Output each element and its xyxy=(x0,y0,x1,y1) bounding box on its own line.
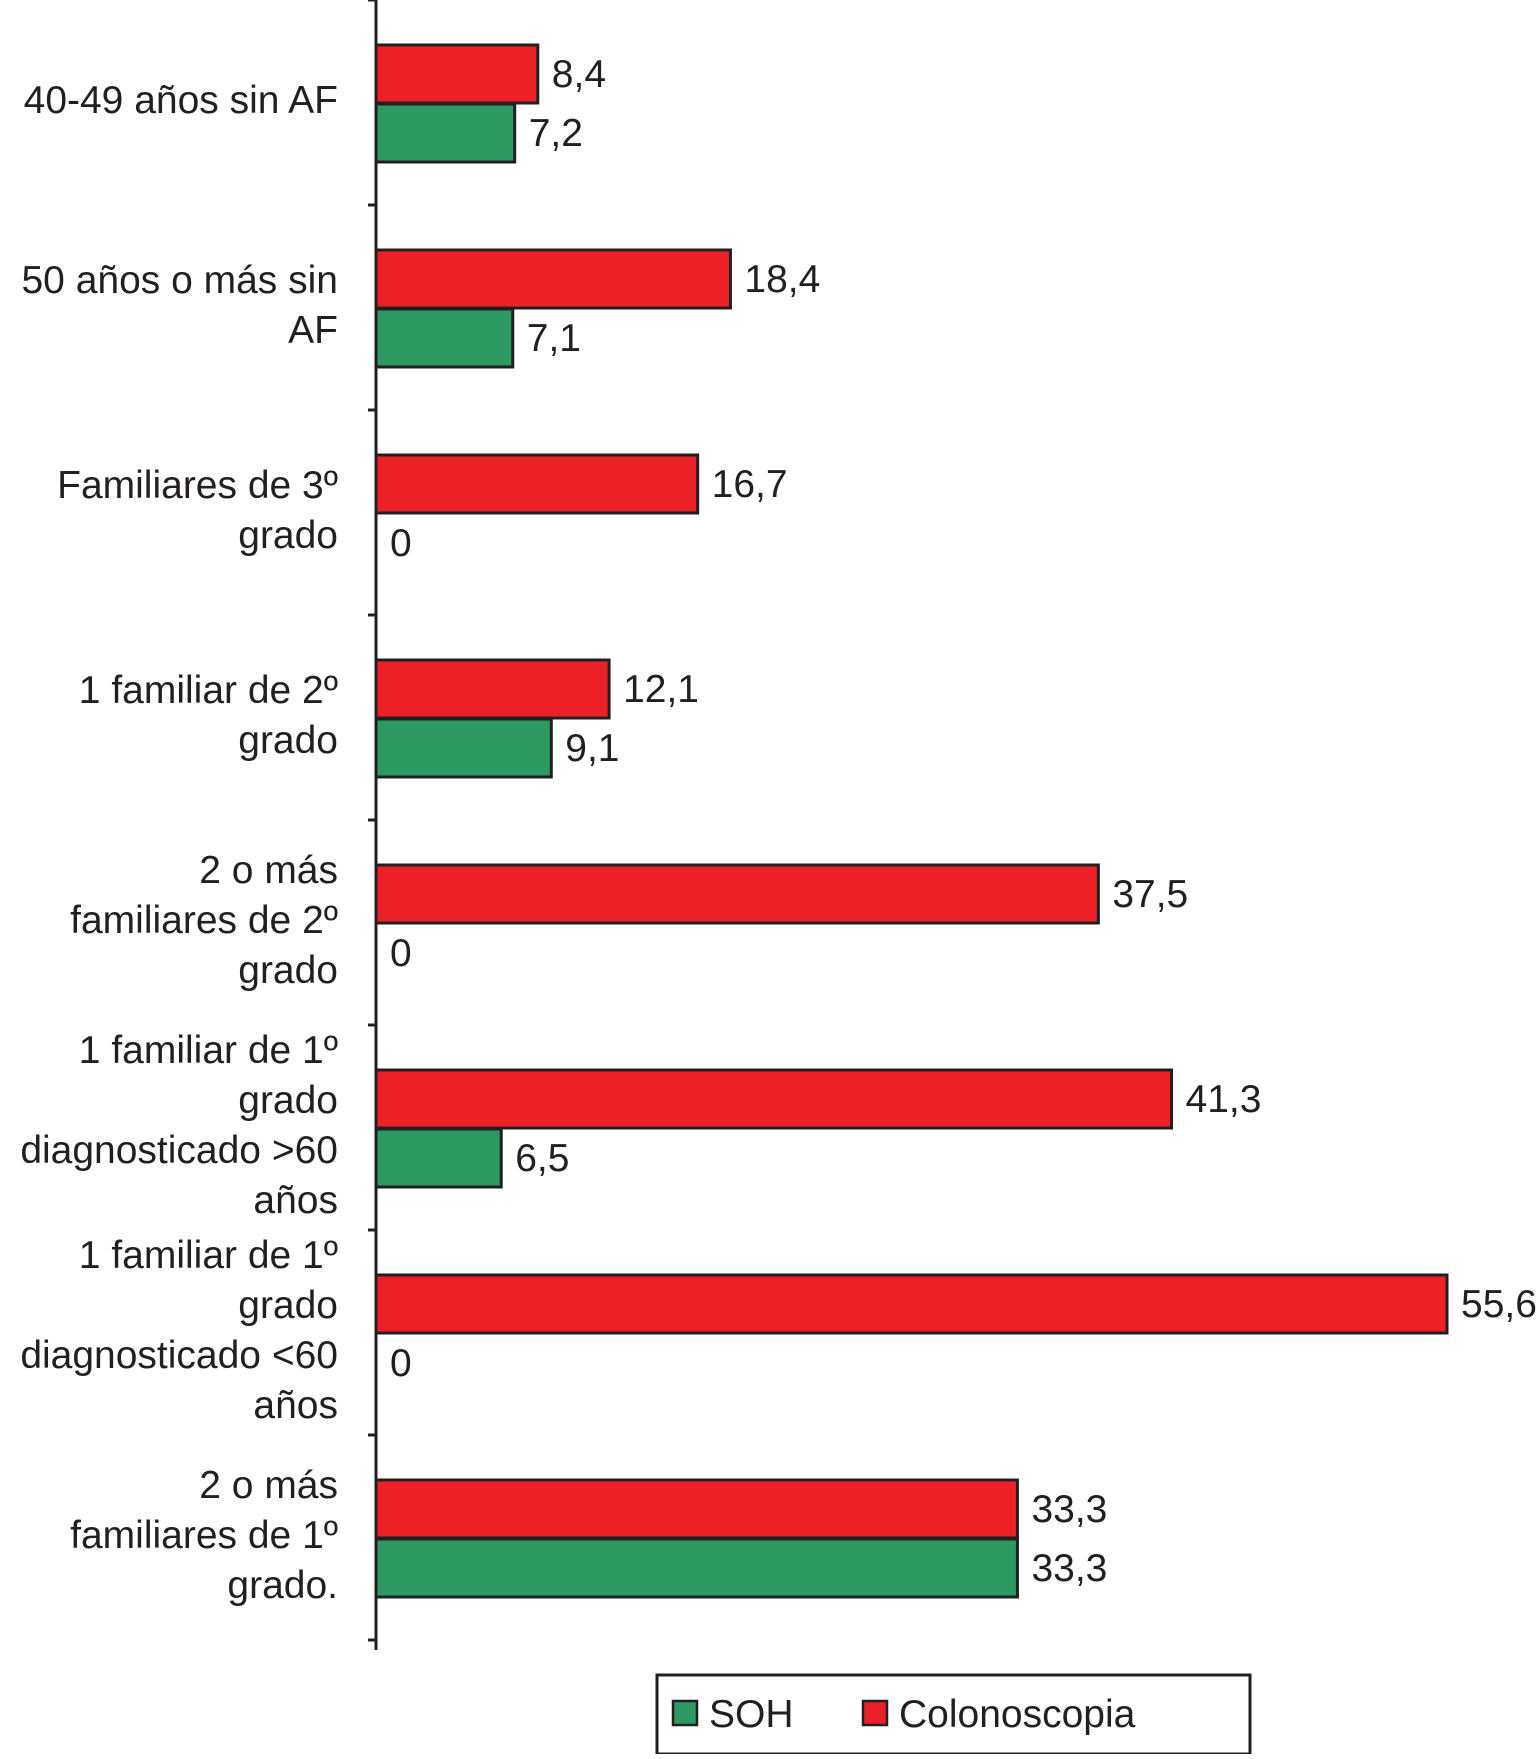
category-label-line: grado xyxy=(238,514,338,557)
soh-value-label: 9,1 xyxy=(565,727,619,770)
category-label-line: años xyxy=(253,1384,338,1427)
category-label-line: grado xyxy=(238,949,338,992)
legend-label-colonoscopia: Colonoscopia xyxy=(899,1693,1136,1736)
category-label-line: familiares de 2º xyxy=(70,899,338,942)
colonoscopia-bar xyxy=(374,43,540,105)
category-label-line: grado xyxy=(238,1284,338,1327)
colonoscopia-bar xyxy=(374,453,700,515)
soh-value-label: 0 xyxy=(390,522,412,565)
soh-bar xyxy=(374,307,515,369)
category-label: Familiares de 3º grado xyxy=(57,464,338,557)
colonoscopia-value-label: 33,3 xyxy=(1031,1488,1107,1531)
category-label-line: años xyxy=(253,1179,338,1222)
soh-value-label: 7,2 xyxy=(529,112,583,155)
category-label-line: 50 años o más sin xyxy=(21,259,338,302)
legend-box xyxy=(655,1673,1252,1756)
category-label-line: familiares de 1º xyxy=(70,1514,338,1557)
legend-swatch-colonoscopia xyxy=(861,1699,889,1727)
colonoscopia-bar xyxy=(374,1273,1449,1335)
soh-bar xyxy=(374,1537,1019,1599)
category-label-line: grado xyxy=(238,1079,338,1122)
soh-bar xyxy=(374,102,517,164)
category-label: 40-49 años sin AF xyxy=(24,79,338,122)
soh-value-label: 6,5 xyxy=(515,1137,569,1180)
category-label-line: AF xyxy=(288,309,338,352)
category-label-line: 2 o más xyxy=(199,849,338,892)
colonoscopia-value-label: 12,1 xyxy=(623,668,699,711)
colonoscopia-bar xyxy=(374,863,1100,925)
category-label: 1 familiar de 2º grado xyxy=(79,669,338,762)
soh-bar xyxy=(374,1127,503,1189)
y-axis xyxy=(368,0,378,1650)
category-label: 50 años o más sin AF xyxy=(21,259,338,352)
colonoscopia-bar xyxy=(374,1068,1174,1130)
category-label-line: 1 familiar de 1º xyxy=(79,1029,338,1072)
colonoscopia-bar xyxy=(374,658,611,720)
colonoscopia-value-label: 37,5 xyxy=(1112,873,1188,916)
category-label: 1 familiar de 1º grado diagnosticado >60 añ… xyxy=(20,1029,338,1222)
colonoscopia-value-label: 41,3 xyxy=(1186,1078,1262,1121)
legend-swatch-soh xyxy=(671,1699,699,1727)
soh-value-label: 0 xyxy=(390,932,412,975)
colonoscopia-bar xyxy=(374,248,732,310)
category-label: 2 o más familiares de 2º grado xyxy=(70,849,338,992)
category-label-line: diagnosticado <60 xyxy=(20,1334,338,1377)
legend: SOH Colonoscopia xyxy=(655,1673,1252,1756)
category-label-line: diagnosticado >60 xyxy=(20,1129,338,1172)
soh-value-label: 7,1 xyxy=(527,317,581,360)
category-label-line: 1 familiar de 1º xyxy=(79,1234,338,1277)
category-label-line: Familiares de 3º xyxy=(57,464,338,507)
category-label-line: 40-49 años sin AF xyxy=(24,79,338,122)
category-label-line: grado. xyxy=(227,1564,338,1607)
soh-value-label: 33,3 xyxy=(1031,1547,1107,1590)
colonoscopia-value-label: 18,4 xyxy=(744,258,820,301)
colonoscopia-value-label: 16,7 xyxy=(712,463,788,506)
colonoscopia-bar xyxy=(374,1478,1019,1540)
value-labels: 8,4 7,2 18,4 7,1 16,7 0 12,19,1 37,5 0 41,3 6,5 55,… xyxy=(390,53,1537,1590)
colonoscopia-value-label: 55,6 xyxy=(1461,1283,1537,1326)
colonoscopia-value-label: 8,4 xyxy=(552,53,606,96)
legend-label-soh: SOH xyxy=(709,1693,794,1736)
category-label-line: 2 o más xyxy=(199,1464,338,1507)
category-label-line: grado xyxy=(238,719,338,762)
soh-bar xyxy=(374,717,553,779)
category-label: 1 familiar de 1º grado diagnosticado <60 añ… xyxy=(20,1234,338,1427)
bars-layer xyxy=(374,43,1449,1599)
soh-value-label: 0 xyxy=(390,1342,412,1385)
category-label-line: 1 familiar de 2º xyxy=(79,669,338,712)
category-labels: 40-49 años sin AF 50 años o más sin AF Fami… xyxy=(20,79,338,1607)
category-label: 2 o más familiares de 1º grado. xyxy=(70,1464,338,1607)
